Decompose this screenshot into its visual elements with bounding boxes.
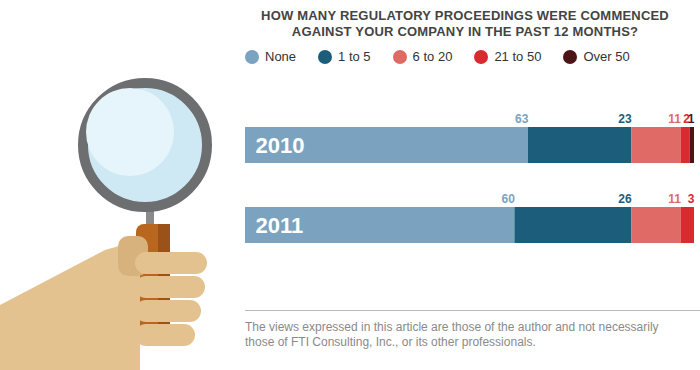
- html-text:6 to 20: 6 to 20: [412, 49, 453, 64]
- html-text:The views expressed in this ar: The views expressed in this article are …: [245, 320, 659, 349]
- html-text:None: None: [265, 49, 297, 64]
- svg-text:63: 63: [515, 112, 529, 126]
- svg-text:11: 11: [668, 192, 681, 206]
- svg-text:60: 60: [502, 192, 516, 206]
- svg-text:2011: 2011: [256, 213, 304, 238]
- svg-text:23: 23: [618, 112, 632, 126]
- html-text:HOW MANY REGULATORY PROCEEDING: HOW MANY REGULATORY PROCEEDINGS WERE COM…: [261, 8, 669, 39]
- svg-text:1: 1: [688, 112, 695, 126]
- html-text:1 to 5: 1 to 5: [338, 49, 371, 64]
- svg-text:3: 3: [688, 192, 695, 206]
- html-text:Over 50: Over 50: [583, 49, 630, 64]
- svg-text:26: 26: [618, 192, 632, 206]
- html-text:21 to 50: 21 to 50: [494, 49, 542, 64]
- svg-text:2: 2: [683, 112, 690, 127]
- svg-text:2010: 2010: [256, 133, 305, 158]
- svg-text:11: 11: [668, 112, 681, 126]
